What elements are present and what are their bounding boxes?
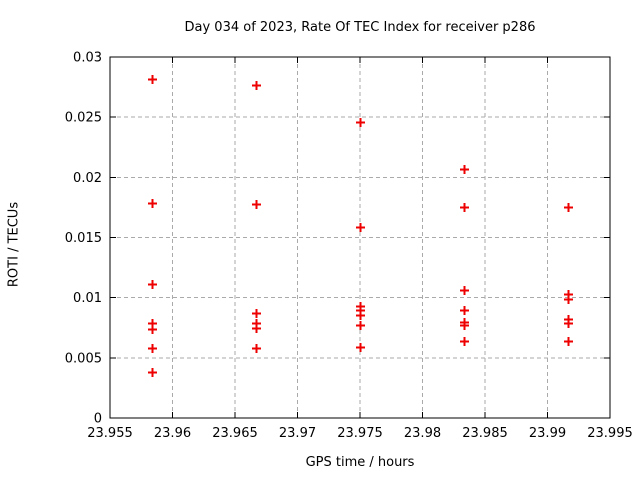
data-point-marker — [148, 75, 157, 84]
data-point-marker — [460, 286, 469, 295]
data-point-marker — [460, 203, 469, 212]
y-axis-label: ROTI / TECUs — [6, 201, 22, 288]
y-tick-label: 0.02 — [73, 171, 102, 186]
data-point-marker — [356, 223, 365, 232]
y-tick-label: 0.01 — [73, 291, 102, 306]
data-points — [148, 75, 573, 377]
x-axis-label: GPS time / hours — [305, 455, 415, 470]
data-point-marker — [356, 343, 365, 352]
data-point-marker — [148, 368, 157, 377]
data-point-marker — [460, 337, 469, 346]
data-point-marker — [356, 311, 365, 320]
x-tick-label: 23.97 — [279, 426, 316, 441]
y-tick-label: 0.025 — [65, 111, 102, 126]
data-point-marker — [252, 81, 261, 90]
data-point-marker — [564, 319, 573, 328]
x-tick-label: 23.965 — [212, 426, 258, 441]
data-point-marker — [148, 325, 157, 334]
y-tick-label: 0.03 — [73, 51, 102, 66]
y-tick-label: 0.005 — [65, 351, 102, 366]
data-point-marker — [356, 321, 365, 330]
data-point-marker — [564, 337, 573, 346]
x-tick-label: 23.99 — [529, 426, 566, 441]
data-point-marker — [564, 203, 573, 212]
y-tick-label: 0 — [94, 412, 102, 427]
plot-border — [109, 56, 611, 419]
data-point-marker — [460, 321, 469, 330]
data-point-marker — [356, 118, 365, 127]
data-point-marker — [460, 165, 469, 174]
x-tick-label: 23.98 — [404, 426, 441, 441]
tick-marks — [109, 56, 611, 419]
data-point-marker — [252, 309, 261, 318]
x-tick-label: 23.955 — [87, 426, 133, 441]
grid-lines — [110, 57, 610, 418]
data-point-marker — [460, 306, 469, 315]
data-point-marker — [252, 324, 261, 333]
data-point-marker — [148, 344, 157, 353]
data-point-marker — [252, 344, 261, 353]
x-tick-label: 23.995 — [587, 426, 633, 441]
x-tick-label: 23.96 — [154, 426, 191, 441]
data-point-marker — [148, 199, 157, 208]
x-tick-label: 23.975 — [337, 426, 383, 441]
data-point-marker — [252, 200, 261, 209]
y-tick-label: 0.015 — [65, 231, 102, 246]
data-point-marker — [148, 280, 157, 289]
data-point-marker — [564, 295, 573, 304]
chart-title: Day 034 of 2023, Rate Of TEC Index for r… — [184, 20, 536, 35]
x-tick-label: 23.985 — [462, 426, 508, 441]
